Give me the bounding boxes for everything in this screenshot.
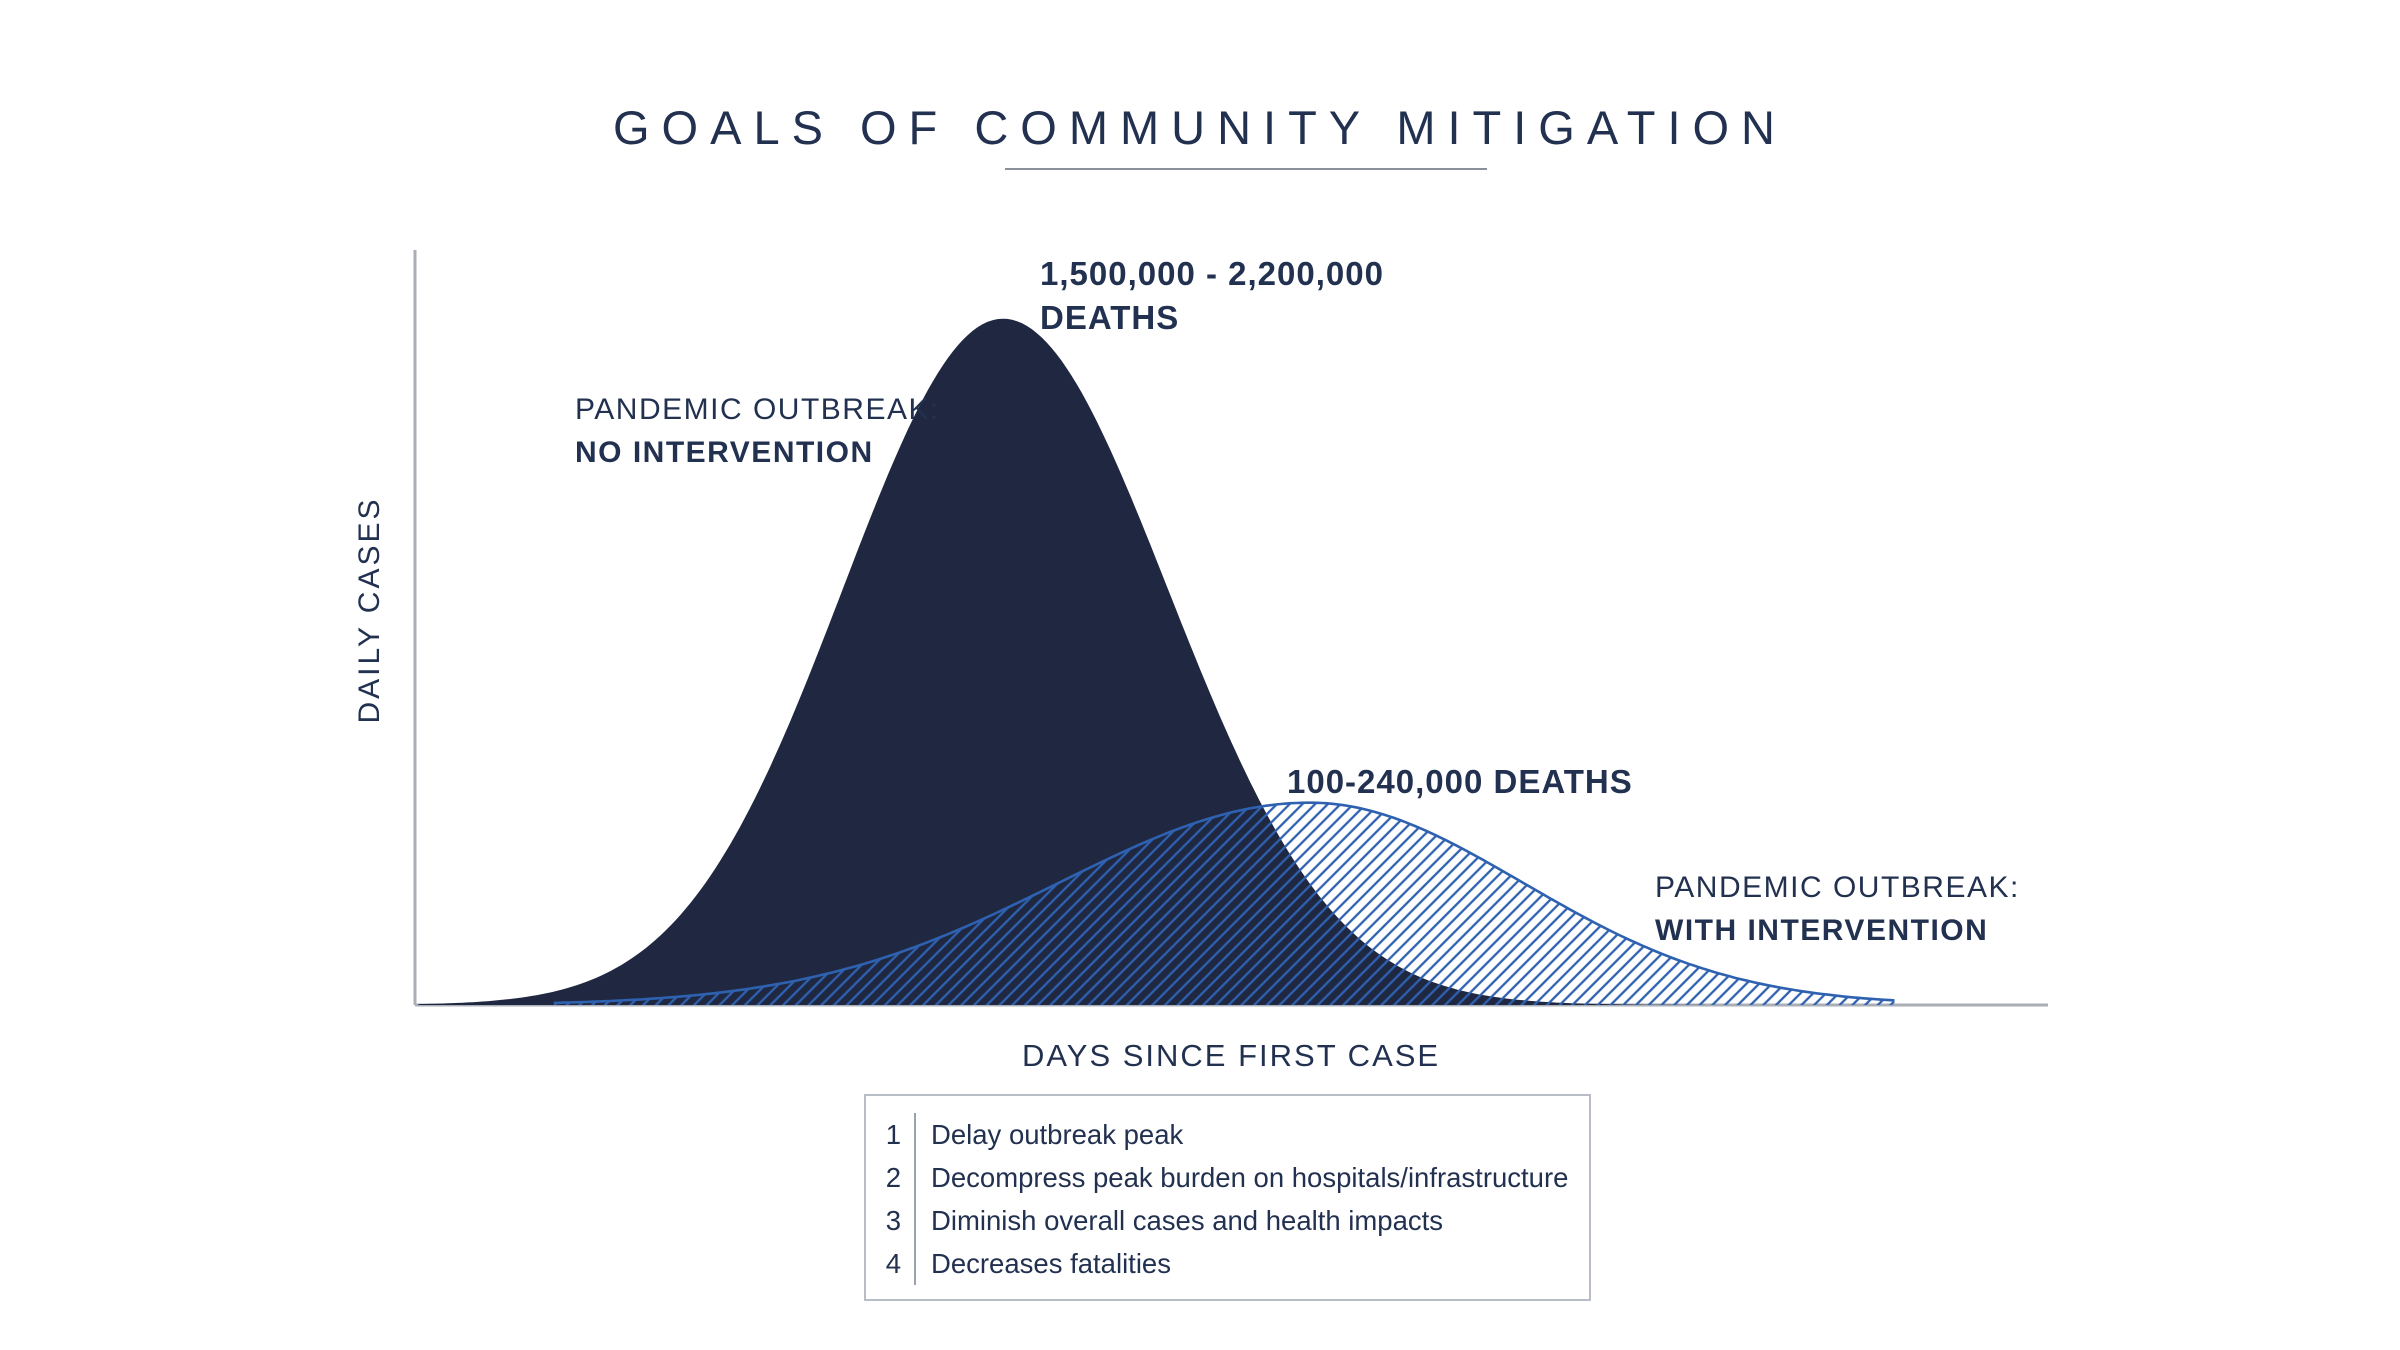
deaths-word-line: DEATHS	[1040, 299, 1180, 336]
no-intervention-label: PANDEMIC OUTBREAK: NO INTERVENTION	[575, 388, 940, 474]
goal-number: 1	[885, 1118, 901, 1150]
goal-text: Diminish overall cases and health impact…	[914, 1199, 1443, 1242]
goal-number: 2	[885, 1161, 901, 1193]
goal-row: 3 Diminish overall cases and health impa…	[866, 1199, 1589, 1242]
goal-row: 2 Decompress peak burden on hospitals/in…	[866, 1156, 1589, 1199]
with-intervention-curve-hatch-fill	[553, 802, 1895, 1005]
y-axis-label: DAILY CASES	[353, 496, 386, 724]
page-title: GOALS OF COMMUNITY MITIGATION	[612, 101, 1787, 154]
with-intervention-label: PANDEMIC OUTBREAK: WITH INTERVENTION	[1655, 866, 2020, 952]
title-underline	[1005, 168, 1487, 170]
outbreak-label-line: PANDEMIC OUTBREAK:	[575, 393, 940, 426]
no-intervention-curve	[418, 318, 1706, 1005]
x-axis-label: DAYS SINCE FIRST CASE	[1022, 1038, 1441, 1073]
with-intervention-deaths-annotation: 100-240,000 DEATHS	[1287, 763, 1633, 800]
no-intervention-line: NO INTERVENTION	[575, 436, 874, 469]
goal-number: 4	[885, 1247, 901, 1279]
no-intervention-deaths-annotation: 1,500,000 - 2,200,000 DEATHS	[1040, 252, 1384, 340]
goal-number: 3	[885, 1204, 901, 1236]
mitigation-goals-list: 1 Delay outbreak peak 2 Decompress peak …	[864, 1094, 1591, 1301]
deaths-range-line: 1,500,000 - 2,200,000	[1040, 255, 1384, 292]
goal-text: Decompress peak burden on hospitals/infr…	[914, 1156, 1568, 1199]
with-intervention-curve-outline	[553, 801, 1895, 1005]
with-intervention-line: WITH INTERVENTION	[1655, 914, 1989, 947]
goal-row: 4 Decreases fatalities	[866, 1242, 1589, 1285]
goal-row: 1 Delay outbreak peak	[866, 1113, 1589, 1156]
goal-text: Delay outbreak peak	[914, 1113, 1183, 1156]
goal-text: Decreases fatalities	[914, 1242, 1171, 1285]
outbreak-label-line: PANDEMIC OUTBREAK:	[1655, 871, 2020, 904]
